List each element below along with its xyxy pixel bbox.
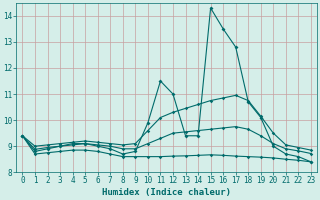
X-axis label: Humidex (Indice chaleur): Humidex (Indice chaleur) <box>102 188 231 197</box>
